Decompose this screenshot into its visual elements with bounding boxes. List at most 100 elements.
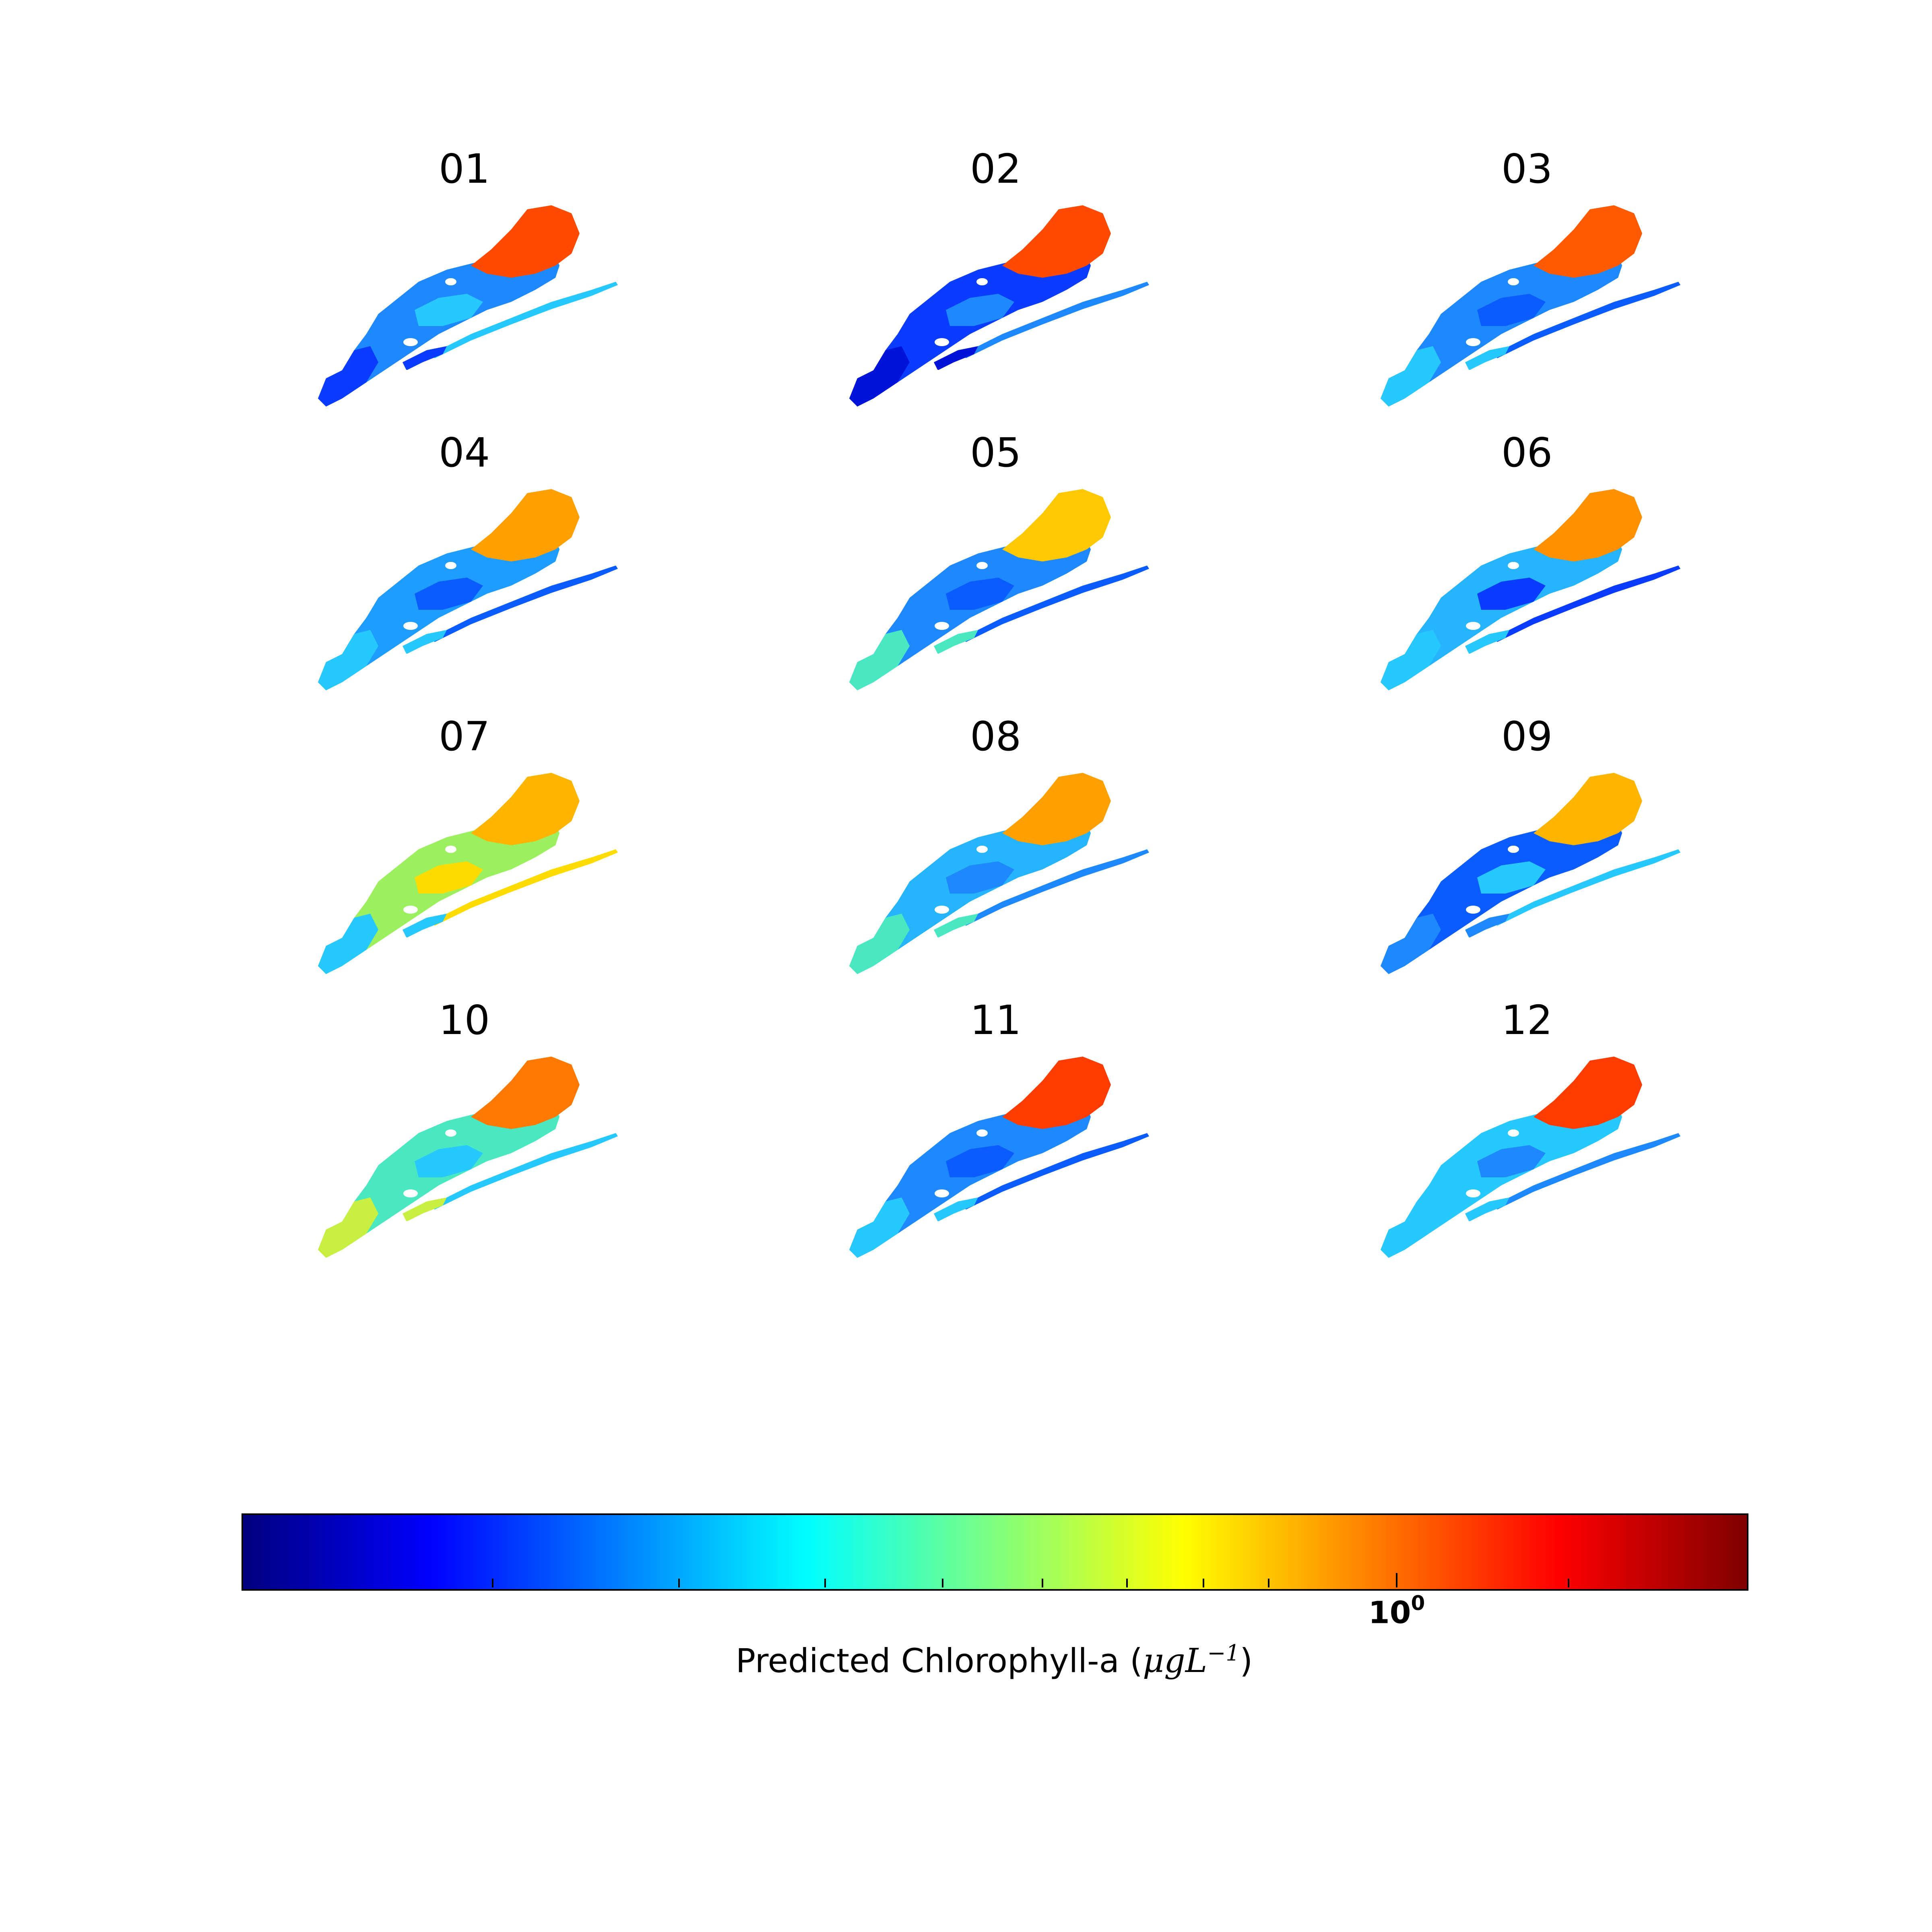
panel-title: 05 [970, 429, 1022, 476]
island [427, 931, 459, 945]
island [445, 1129, 456, 1137]
coastal-fringe [934, 1197, 978, 1222]
island [467, 920, 491, 931]
coastal-channel [1493, 849, 1680, 926]
colorbar-gradient [242, 1513, 1748, 1591]
colorbar: 100 Predicted Chlorophyll-a (μgL−1) [242, 1513, 1748, 1680]
lake-west-basin [1381, 914, 1441, 974]
coastal-fringe [402, 914, 447, 938]
island [935, 906, 949, 914]
island [998, 1204, 1022, 1215]
coastal-fringe [402, 630, 447, 654]
island [1489, 363, 1521, 378]
island [391, 937, 414, 947]
lake-west-basin [318, 914, 378, 974]
colorbar-minor-tick [678, 1579, 680, 1587]
island [391, 653, 414, 663]
lake-center-patch [1477, 1145, 1546, 1177]
coastal-channel [962, 1133, 1149, 1210]
lake-map [318, 489, 618, 690]
coastal-channel [962, 849, 1149, 926]
island [935, 622, 949, 630]
island [923, 369, 945, 379]
map-panel: 04 [310, 429, 632, 702]
lake-center-patch [946, 578, 1014, 610]
coastal-channel [962, 566, 1149, 642]
island [976, 846, 988, 853]
coastal-channel [431, 566, 618, 642]
island [1530, 636, 1554, 648]
island [1454, 653, 1476, 663]
lake-north-basin [1002, 773, 1111, 845]
island [1489, 647, 1521, 661]
coastal-channel [431, 849, 618, 926]
island [427, 1214, 459, 1229]
lake-north-basin [471, 205, 580, 278]
island [467, 353, 491, 364]
coastal-fringe [1465, 346, 1509, 370]
island [976, 1129, 988, 1137]
island [403, 1189, 418, 1197]
island [923, 937, 945, 947]
panel-title: 02 [970, 145, 1022, 192]
map-panel: 05 [841, 429, 1163, 702]
lake-map [318, 773, 618, 974]
island [923, 653, 945, 663]
coastal-fringe [934, 346, 978, 370]
coastal-fringe [402, 1197, 447, 1222]
coastal-channel [431, 1133, 618, 1210]
coastal-fringe [934, 914, 978, 938]
lake-west-basin [1381, 630, 1441, 690]
lake-center-patch [946, 1145, 1014, 1177]
lake-north-basin [471, 1057, 580, 1129]
island [1454, 1221, 1476, 1230]
island [958, 931, 990, 945]
lake-north-basin [1002, 1057, 1111, 1129]
colorbar-major-tick [1396, 1573, 1397, 1587]
lake-map [849, 1057, 1149, 1258]
coastal-channel [1493, 1133, 1680, 1210]
coastal-fringe [1465, 630, 1509, 654]
island [445, 562, 456, 569]
island [1454, 937, 1476, 947]
island [403, 906, 418, 914]
lake-center-patch [1477, 294, 1546, 326]
island [391, 369, 414, 379]
panel-title: 07 [439, 713, 490, 760]
coastal-channel [1493, 566, 1680, 642]
lake-center-patch [946, 861, 1014, 894]
island [1489, 1214, 1521, 1229]
island [976, 562, 988, 569]
island [1466, 906, 1480, 914]
lake-west-basin [318, 630, 378, 690]
map-panel: 07 [310, 712, 632, 986]
lake-center-patch [415, 1145, 483, 1177]
coastal-channel [431, 282, 618, 358]
map-panel: 11 [841, 996, 1163, 1270]
panel-title: 12 [1501, 997, 1553, 1044]
island [427, 363, 459, 378]
panel-title: 11 [970, 997, 1022, 1044]
lake-map [849, 773, 1149, 974]
island [935, 338, 949, 346]
island [403, 338, 418, 346]
lake-center-patch [415, 294, 483, 326]
island [1489, 931, 1521, 945]
lake-west-basin [849, 346, 910, 407]
map-panel: 03 [1373, 145, 1695, 419]
coastal-fringe [402, 346, 447, 370]
coastal-channel [962, 282, 1149, 358]
map-panel: 08 [841, 712, 1163, 986]
map-panel: 09 [1373, 712, 1695, 986]
colorbar-tick-label: 100 [1368, 1591, 1425, 1631]
lake-map [1381, 773, 1680, 974]
lake-west-basin [1381, 1197, 1441, 1258]
panel-title: 08 [970, 713, 1022, 760]
lake-west-basin [849, 914, 910, 974]
lake-map [318, 205, 618, 407]
lake-north-basin [471, 773, 580, 845]
island [1508, 562, 1519, 569]
map-panel: 06 [1373, 429, 1695, 702]
lake-west-basin [318, 1197, 378, 1258]
lake-center-patch [946, 294, 1014, 326]
